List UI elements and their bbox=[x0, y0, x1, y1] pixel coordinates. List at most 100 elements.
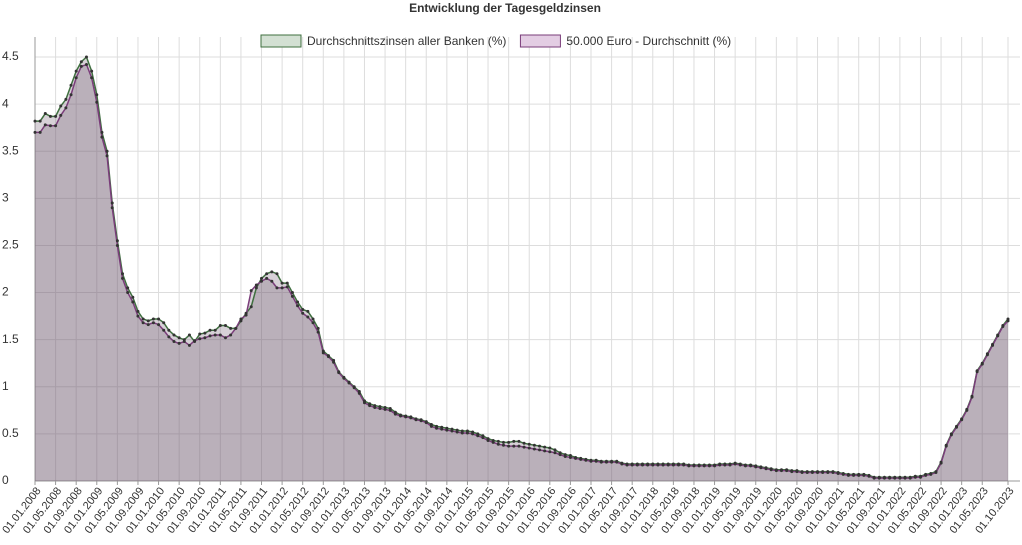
data-point bbox=[949, 433, 953, 437]
data-point bbox=[507, 440, 511, 444]
data-point bbox=[48, 124, 52, 128]
data-point bbox=[260, 279, 264, 283]
data-point bbox=[553, 448, 557, 452]
data-point bbox=[651, 463, 655, 467]
data-point bbox=[718, 463, 722, 467]
data-point bbox=[965, 408, 969, 412]
data-point bbox=[213, 328, 217, 332]
data-point bbox=[960, 418, 964, 422]
data-point bbox=[527, 446, 531, 450]
y-tick-label: 0.5 bbox=[2, 426, 19, 440]
data-point bbox=[424, 421, 428, 425]
y-tick-label: 1.5 bbox=[2, 332, 19, 346]
data-point bbox=[429, 424, 433, 428]
data-point bbox=[100, 130, 104, 134]
data-point bbox=[774, 469, 778, 473]
data-point bbox=[218, 324, 222, 328]
data-point bbox=[95, 100, 99, 104]
data-point bbox=[177, 341, 181, 345]
data-point bbox=[126, 286, 130, 290]
data-point bbox=[362, 401, 366, 405]
data-point bbox=[697, 464, 701, 468]
data-point bbox=[975, 370, 979, 374]
data-point bbox=[254, 286, 258, 290]
data-point bbox=[234, 326, 238, 330]
data-point bbox=[229, 333, 233, 337]
data-point bbox=[625, 463, 629, 467]
data-point bbox=[198, 332, 202, 336]
data-point bbox=[599, 460, 603, 464]
data-point bbox=[985, 353, 989, 357]
data-point bbox=[399, 414, 403, 418]
data-point bbox=[69, 83, 73, 87]
data-point bbox=[656, 463, 660, 467]
data-point bbox=[151, 317, 155, 321]
data-point bbox=[208, 334, 212, 338]
data-point bbox=[568, 455, 572, 459]
data-point bbox=[836, 471, 840, 475]
data-point bbox=[275, 272, 279, 276]
data-point bbox=[404, 415, 408, 419]
data-point bbox=[532, 447, 536, 451]
data-point bbox=[517, 439, 521, 443]
data-point bbox=[383, 407, 387, 411]
data-point bbox=[877, 476, 881, 480]
data-point bbox=[121, 276, 125, 280]
data-point bbox=[38, 119, 42, 123]
data-point bbox=[934, 471, 938, 475]
data-point bbox=[249, 305, 253, 309]
data-point bbox=[435, 426, 439, 430]
data-point bbox=[677, 463, 681, 467]
data-point bbox=[244, 313, 248, 317]
data-point bbox=[548, 450, 552, 454]
data-point bbox=[59, 113, 63, 117]
data-point bbox=[167, 335, 171, 339]
data-point bbox=[846, 473, 850, 477]
data-point bbox=[862, 473, 866, 477]
data-point bbox=[388, 408, 392, 412]
data-point bbox=[326, 355, 330, 359]
data-point bbox=[208, 328, 212, 332]
data-point bbox=[316, 330, 320, 334]
data-point bbox=[95, 93, 99, 97]
data-point bbox=[373, 406, 377, 410]
y-tick-label: 3 bbox=[2, 191, 9, 205]
data-point bbox=[74, 69, 78, 73]
data-point bbox=[193, 339, 197, 343]
data-point bbox=[841, 472, 845, 476]
data-point bbox=[296, 300, 300, 304]
data-point bbox=[563, 455, 567, 459]
data-point bbox=[141, 321, 145, 325]
data-point bbox=[738, 463, 742, 467]
data-point bbox=[121, 272, 125, 276]
data-point bbox=[162, 321, 166, 325]
data-point bbox=[635, 463, 639, 467]
data-point bbox=[347, 381, 351, 385]
data-point bbox=[769, 468, 773, 472]
data-point bbox=[558, 453, 562, 457]
data-point bbox=[543, 445, 547, 449]
data-point bbox=[465, 431, 469, 435]
data-point bbox=[496, 439, 500, 443]
data-point bbox=[1001, 324, 1005, 328]
data-point bbox=[182, 340, 186, 344]
data-point bbox=[445, 428, 449, 432]
data-point bbox=[64, 106, 68, 110]
data-point bbox=[311, 321, 315, 325]
data-point bbox=[409, 416, 413, 420]
data-point bbox=[882, 476, 886, 480]
data-point bbox=[687, 464, 691, 468]
data-point bbox=[110, 201, 114, 205]
data-point bbox=[805, 471, 809, 475]
data-point bbox=[491, 440, 495, 444]
data-point bbox=[218, 333, 222, 337]
data-point bbox=[239, 317, 243, 321]
data-point bbox=[368, 404, 372, 408]
data-point bbox=[290, 294, 294, 298]
data-point bbox=[223, 336, 227, 340]
data-point bbox=[538, 444, 542, 448]
data-point bbox=[249, 289, 253, 293]
data-point bbox=[517, 444, 521, 448]
data-point bbox=[821, 471, 825, 475]
